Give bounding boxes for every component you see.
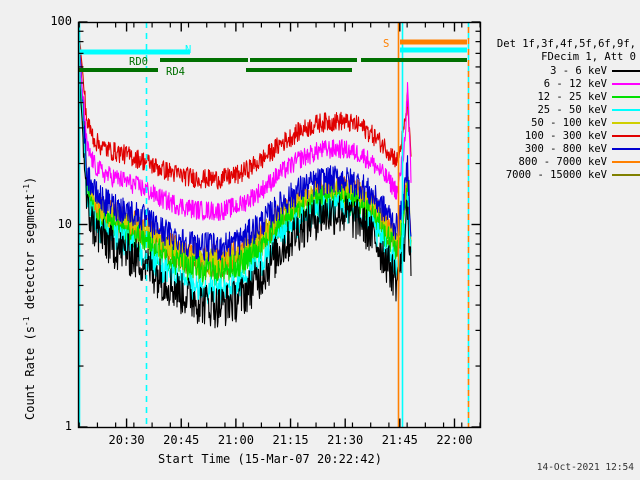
- x-tick-label: 21:45: [381, 433, 418, 447]
- annotation-label-rd0: RD0: [129, 56, 148, 68]
- y-axis-label-sup2: -1: [22, 183, 31, 194]
- legend-item-label: 12 - 25 keV: [537, 90, 607, 103]
- x-axis-label: Start Time (15-Mar-07 20:22:42): [158, 452, 382, 466]
- legend-item-swatch: [612, 173, 640, 176]
- legend-header-decim: FDecim 1, Att 0: [541, 51, 636, 63]
- y-axis-label-text: Count Rate (s: [23, 326, 37, 420]
- y-axis-label-post: ): [23, 176, 37, 184]
- legend-item-swatch: [612, 121, 640, 124]
- legend-item-label: 7000 - 15000 keV: [505, 168, 607, 181]
- legend-item-4: 50 - 100 keV: [484, 116, 640, 129]
- legend-item-5: 100 - 300 keV: [484, 129, 640, 142]
- legend: Det 1f,3f,4f,5f,6f,9f, FDecim 1, Att 0 3…: [484, 38, 640, 181]
- legend-item-swatch: [612, 147, 640, 150]
- annotation-label-s: S: [383, 38, 390, 50]
- legend-item-swatch: [612, 82, 640, 85]
- legend-item-label: 3 - 6 keV: [550, 64, 607, 77]
- x-tick-label: 20:30: [108, 433, 145, 447]
- legend-item-label: 6 - 12 keV: [543, 77, 607, 90]
- y-tick-label: 100: [50, 14, 72, 28]
- x-tick-label: 20:45: [163, 433, 200, 447]
- x-tick-label: 21:15: [272, 433, 309, 447]
- y-tick-label: 1: [64, 419, 72, 433]
- legend-item-swatch: [612, 95, 640, 98]
- legend-item-8: 7000 - 15000 keV: [484, 168, 640, 181]
- y-tick-label: 10: [57, 216, 72, 231]
- legend-item-swatch: [612, 160, 640, 163]
- legend-item-swatch: [612, 108, 640, 111]
- annotation-label-n: N: [185, 44, 192, 56]
- series-100-300-kev: [78, 30, 412, 190]
- series-3-6-kev: [78, 65, 412, 329]
- legend-item-label: 50 - 100 keV: [531, 116, 607, 129]
- x-tick-label: 21:00: [217, 433, 254, 447]
- clip-left: [0, 0, 78, 480]
- series-12-25-kev: [78, 60, 412, 286]
- legend-item-1: 6 - 12 keV: [484, 77, 640, 90]
- clip-right: [481, 0, 640, 480]
- legend-item-label: 100 - 300 keV: [524, 129, 607, 142]
- x-tick-label: 22:00: [436, 433, 473, 447]
- legend-item-label: 25 - 50 keV: [537, 103, 607, 116]
- series-6-12-kev: [78, 51, 412, 221]
- legend-item-3: 25 - 50 keV: [484, 103, 640, 116]
- legend-item-swatch: [612, 134, 640, 137]
- legend-item-7: 800 - 7000 keV: [484, 155, 640, 168]
- legend-header-detectors: Det 1f,3f,4f,5f,6f,9f,: [496, 38, 636, 50]
- series-300-800-kev: [78, 33, 412, 262]
- legend-item-label: 300 - 800 keV: [524, 142, 607, 155]
- legend-item-0: 3 - 6 keV: [484, 64, 640, 77]
- y-axis-label-sup1: -1: [22, 316, 31, 327]
- generated-timestamp: 14-Oct-2021 12:54: [536, 462, 634, 473]
- clip-top: [0, 0, 640, 22]
- y-axis-label-mid: detector segment: [23, 193, 37, 317]
- annotation-label-rd4: RD4: [166, 66, 185, 78]
- legend-item-2: 12 - 25 keV: [484, 90, 640, 103]
- x-tick-label: 21:30: [327, 433, 364, 447]
- clip-bottom: [0, 428, 640, 480]
- legend-item-swatch: [612, 69, 640, 72]
- legend-item-6: 300 - 800 keV: [484, 142, 640, 155]
- legend-item-label: 800 - 7000 keV: [518, 155, 607, 168]
